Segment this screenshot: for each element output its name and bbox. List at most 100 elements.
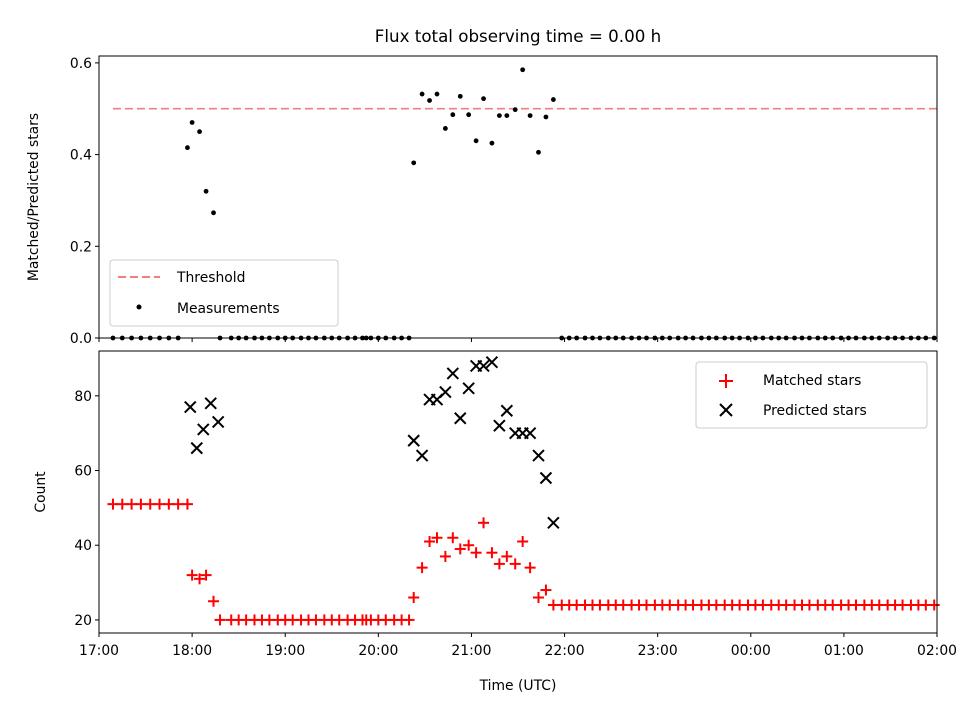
matched-star-point — [144, 498, 156, 510]
measurement-point — [185, 145, 190, 151]
matched-star-point — [107, 498, 119, 510]
top-y-tick-label: 0.6 — [70, 56, 92, 72]
matched-star-point — [439, 550, 451, 562]
x-tick-label: 02:00 — [917, 643, 957, 659]
predicted-star-stroke-b — [532, 449, 545, 462]
measurement-point — [550, 97, 556, 102]
matched-star-point — [163, 498, 175, 510]
bottom-y-tick-label: 20 — [74, 613, 92, 629]
x-axis-label: Time (UTC) — [479, 678, 557, 694]
predicted-star-stroke-b — [523, 426, 537, 440]
predicted-star-stroke-b — [547, 516, 560, 530]
x-tick-label: 00:00 — [731, 643, 771, 659]
top-y-tick-label: 0.4 — [70, 148, 92, 164]
predicted-star-point — [439, 385, 452, 399]
predicted-star-stroke-b — [204, 397, 217, 410]
top-panel: 0.0 0.2 0.4 0.6 Matched/Predicted stars Thr… — [26, 55, 938, 347]
measurement-point — [419, 91, 425, 97]
predicted-star-point — [462, 382, 475, 395]
legend-measurements-label: Measurements — [177, 301, 280, 317]
legend-matched-label: Matched stars — [763, 373, 861, 389]
matched-star-point — [431, 532, 443, 544]
matched-star-point — [540, 584, 552, 596]
matched-star-point — [470, 547, 482, 559]
x-tick-label: 19:00 — [265, 643, 305, 659]
predicted-star-point — [523, 426, 537, 440]
bottom-panel: 20 40 60 80 17:00 18:00 19:00 20:00 21:00 22:00 23… — [33, 350, 957, 694]
measurement-point — [520, 67, 526, 73]
predicted-star-point — [532, 449, 545, 462]
matched-star-point — [214, 614, 226, 626]
matched-star-point — [493, 558, 505, 570]
predicted-star-stroke-b — [439, 385, 452, 399]
measurement-point — [481, 96, 486, 102]
predicted-star-point — [539, 471, 553, 485]
top-legend-box — [109, 259, 339, 327]
predicted-star-point — [454, 412, 467, 425]
matched-star-point — [408, 592, 420, 604]
predicted-star-point — [190, 441, 203, 455]
legend-threshold-label: Threshold — [176, 270, 245, 286]
matched-star-point — [126, 498, 138, 510]
predicted-star-point — [547, 516, 560, 530]
matched-star-point — [517, 535, 529, 547]
matched-star-point — [463, 539, 475, 551]
top-axes-frame — [98, 55, 938, 339]
chart-title: Flux total observing time = 0.00 h — [375, 26, 661, 46]
matched-star-point — [186, 569, 198, 581]
measurement-point — [473, 138, 479, 144]
bottom-axes-frame — [98, 350, 938, 634]
bottom-marks — [107, 355, 940, 626]
measurement-point — [411, 160, 417, 166]
predicted-star-stroke-b — [454, 412, 467, 425]
top-ticks: 0.0 0.2 0.4 0.6 — [70, 56, 938, 347]
measurement-point — [427, 98, 432, 103]
predicted-star-point — [415, 449, 429, 462]
x-tick-label: 01:00 — [824, 643, 864, 659]
measurement-point — [189, 120, 195, 125]
bottom-ticks: 20 40 60 80 17:00 18:00 19:00 20:00 21:00 22:00 23… — [74, 389, 957, 659]
bottom-legend-box — [695, 361, 928, 429]
top-y-axis-label: Matched/Predicted stars — [26, 113, 42, 281]
predicted-star-point — [407, 434, 420, 447]
matched-star-point — [486, 547, 498, 559]
measurement-point — [211, 210, 216, 216]
predicted-star-stroke-b — [407, 434, 420, 447]
matched-star-point — [509, 558, 521, 570]
predicted-star-stroke-b — [485, 355, 499, 369]
matched-star-point — [172, 498, 184, 510]
matched-star-point — [424, 535, 436, 547]
top-y-tick-label: 0.0 — [70, 331, 92, 347]
predicted-star-point — [485, 355, 499, 369]
matched-star-point — [403, 614, 415, 626]
matched-star-point — [208, 595, 220, 607]
bottom-y-axis-label: Count — [33, 471, 49, 513]
matched-star-point — [478, 517, 490, 529]
matched-star-point — [532, 592, 544, 604]
measurement-point — [527, 113, 533, 119]
predicted-star-point — [211, 415, 225, 429]
measurement-point — [466, 112, 472, 118]
measurement-point — [203, 188, 209, 194]
bottom-y-tick-label: 80 — [74, 389, 92, 405]
predicted-star-stroke-b — [539, 471, 553, 485]
measurement-point — [496, 113, 502, 119]
predicted-star-stroke-b — [211, 415, 225, 429]
measurement-point — [450, 112, 456, 118]
top-legend: Threshold Measurements — [109, 259, 339, 327]
matched-star-point — [135, 498, 147, 510]
predicted-star-stroke-b — [415, 449, 429, 462]
x-tick-label: 21:00 — [451, 643, 491, 659]
measurement-point — [512, 107, 518, 113]
matched-star-point — [454, 543, 466, 555]
predicted-star-stroke-b — [197, 423, 210, 436]
legend-predicted-label: Predicted stars — [763, 403, 867, 419]
measurement-point — [543, 114, 549, 120]
legend-measurements-swatch — [136, 304, 142, 310]
legend-matched-swatch — [719, 374, 733, 388]
x-tick-label: 23:00 — [638, 643, 678, 659]
bottom-y-tick-label: 60 — [74, 464, 92, 480]
predicted-star-stroke-b — [462, 382, 475, 395]
